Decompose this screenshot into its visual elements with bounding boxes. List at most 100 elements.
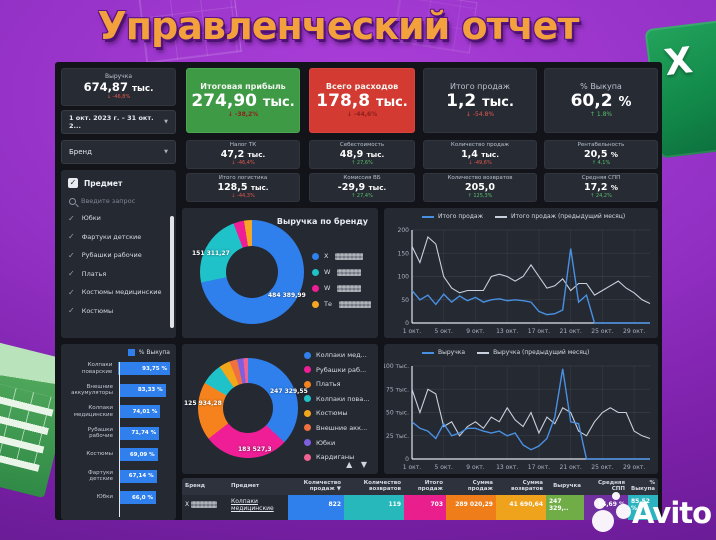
- legend-dot-icon: [312, 300, 319, 308]
- legend-label: Итого продаж (предыдущий месяц): [511, 213, 626, 220]
- subject-search[interactable]: [69, 197, 169, 205]
- subject-list: ✓ Юбки ✓ Фартуки детские ✓ Рубашки рабочие ✓ Пл…: [68, 209, 169, 320]
- legend-item: Итого продаж (предыдущий месяц): [495, 213, 625, 220]
- kpi-card-total-expenses: Всего расходов 178,8 тыс. ↓ -44,6%: [309, 68, 415, 133]
- kpi-unit: тыс.: [368, 182, 387, 192]
- kpi-card-total-sales: Итого продаж 1,2 тыс. ↓ -54.8%: [423, 68, 537, 133]
- table-header-cell[interactable]: Итого продаж: [417, 480, 443, 493]
- svg-text:150: 150: [398, 250, 410, 257]
- kpi-unit: %: [618, 94, 632, 110]
- brand-legend: X W W Те: [312, 252, 371, 316]
- table-cell-brand: [182, 515, 228, 520]
- kpi-label: Итого логистика: [218, 175, 268, 182]
- table-header-cell[interactable]: Сумма продаж: [467, 480, 493, 493]
- kpi-delta: ↑ 24,2%: [590, 192, 612, 199]
- legend-label: Платья: [316, 380, 341, 389]
- svg-text:17 окт.: 17 окт.: [528, 328, 550, 335]
- sort-asc-icon[interactable]: ▲: [346, 460, 356, 469]
- kpi-delta: ↑ 27,4%: [351, 192, 373, 199]
- legend-label-redacted: W: [324, 284, 331, 292]
- kpi-label: Выручка: [104, 72, 133, 80]
- chart-legend: Итого продаж Итого продаж (предыдущий мес…: [422, 213, 625, 220]
- scrollbar[interactable]: [170, 216, 174, 328]
- kpi-label: Себестоимость: [339, 142, 385, 149]
- legend-item: X: [312, 252, 371, 260]
- legend-dot-icon: [312, 284, 319, 292]
- kpi-unit: тыс.: [131, 84, 154, 95]
- subject-item[interactable]: ✓ Платья: [68, 265, 169, 284]
- legend-item: W: [312, 268, 371, 276]
- table-header-cell[interactable]: Сумма возвратов: [510, 480, 543, 493]
- sort-desc-icon[interactable]: ▼: [360, 460, 370, 469]
- bar-category-label: Колпаки поварские: [81, 362, 113, 375]
- kpi-delta: ↑ 4,1%: [591, 159, 611, 166]
- date-range-select[interactable]: 1 окт. 2023 г. – 31 окт. 2... ▼: [61, 110, 176, 134]
- brand-select[interactable]: Бренд ▼: [61, 140, 176, 164]
- legend-label: Костюмы: [316, 409, 348, 418]
- bar-axis-line: [119, 362, 120, 517]
- kpi-delta: ↓ -44,3%: [231, 192, 255, 199]
- bar-row: Рубашки рабочие 71,74 %: [67, 426, 170, 440]
- subject-item[interactable]: ✓ Рубашки рабочие: [68, 246, 169, 265]
- table-cell-subject: [228, 515, 288, 520]
- subject-link[interactable]: Колпаки медицинские: [231, 497, 274, 512]
- svg-text:1 окт.: 1 окт.: [403, 328, 422, 335]
- kpi-label: Налог ТК: [229, 142, 257, 149]
- bar-value-label: 83,33 %: [137, 387, 163, 393]
- checkbox-checked-icon[interactable]: ✓: [68, 178, 78, 188]
- subject-item[interactable]: ✓ Костюмы: [68, 302, 169, 321]
- check-icon: ✓: [68, 287, 75, 297]
- svg-text:200: 200: [398, 227, 410, 234]
- subject-filter-header[interactable]: ✓ Предмет: [68, 178, 169, 188]
- kpi-value: 60,2 %: [570, 90, 632, 111]
- table-header-cell[interactable]: Бренд: [185, 483, 206, 490]
- svg-text:25 окт.: 25 окт.: [591, 464, 613, 471]
- legend-dot-icon: [304, 439, 311, 447]
- table-header-cell[interactable]: Количество продаж ▼: [303, 480, 341, 493]
- subject-item[interactable]: ✓ Юбки: [68, 209, 169, 228]
- excel-x-letter: X: [662, 40, 695, 85]
- subject-item[interactable]: ✓ Фартуки детские: [68, 228, 169, 247]
- legend-item: Внешние акк...: [304, 424, 369, 432]
- check-icon: ✓: [68, 213, 75, 223]
- bar-rows: Колпаки поварские 93,75 % Внешние аккумуля…: [67, 362, 170, 504]
- bar-category-label: Костюмы: [86, 451, 113, 458]
- donut-value-label: 484 389,99: [268, 292, 306, 299]
- table-header-cell[interactable]: Количество возвратов: [363, 480, 401, 493]
- legend-item: Колпаки пова...: [304, 395, 369, 403]
- kpi-value: 128,5 тыс.: [217, 181, 269, 193]
- subject-item-label: Костюмы медицинские: [81, 288, 162, 297]
- censored-prefix: X: [185, 501, 190, 509]
- search-input[interactable]: [81, 197, 161, 205]
- bar-row: Юбки 66,0 %: [67, 491, 170, 504]
- kpi-label: Всего расходов: [325, 82, 399, 92]
- chart-legend: Выручка Выручка (предыдущий месяц): [422, 349, 589, 356]
- table-header-cell[interactable]: Средняя СПП: [597, 480, 625, 493]
- table-cell-value: [628, 514, 658, 520]
- legend-label-redacted: Те: [324, 300, 332, 308]
- svg-text:100: 100: [398, 274, 410, 281]
- legend-line-icon: [422, 215, 434, 218]
- bar-value-label: 66,0 %: [131, 494, 153, 501]
- revenue-by-brand-donut: [200, 220, 304, 324]
- kpi-label: % Выкупа: [580, 82, 622, 92]
- bar: 69,09 %: [119, 448, 158, 461]
- kpi-value: 48,9 тыс.: [339, 148, 385, 160]
- kpi-card-returns-count: Количество возвратов 205,0 ↑ 125,3%: [423, 173, 537, 202]
- svg-text:50: 50: [401, 297, 409, 304]
- bar-row: Колпаки поварские 93,75 %: [67, 362, 170, 375]
- svg-text:9 окт.: 9 окт.: [466, 464, 485, 471]
- table-header-cell[interactable]: Предмет: [231, 483, 260, 490]
- avito-logo-text: Avito: [632, 496, 712, 530]
- censored-text: [335, 252, 364, 260]
- date-range-value: 1 окт. 2023 г. – 31 окт. 2...: [69, 114, 154, 130]
- table-header-cell[interactable]: % Выкупа: [631, 480, 655, 493]
- legend-line-icon: [495, 215, 508, 218]
- bar: 93,75 %: [118, 362, 170, 375]
- bar: 83,33 %: [119, 383, 166, 397]
- subject-item-label: Юбки: [81, 214, 101, 223]
- table-header-cell[interactable]: Выручка: [553, 483, 581, 490]
- legend-line-icon: [477, 351, 490, 354]
- bar-value-label: 69,09 %: [129, 451, 155, 458]
- subject-item[interactable]: ✓ Костюмы медицинские: [68, 283, 169, 302]
